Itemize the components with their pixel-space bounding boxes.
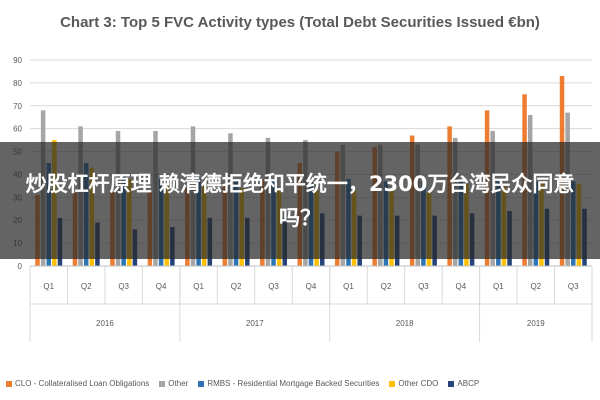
legend-label: Other CDO	[398, 379, 439, 388]
x-tick-label: Q3	[118, 282, 129, 291]
legend-swatch	[448, 380, 455, 387]
chart-title: Chart 3: Top 5 FVC Activity types (Total…	[60, 14, 540, 31]
x-tick-label: Q1	[343, 282, 354, 291]
legend-item: Other CDO	[389, 379, 438, 388]
year-label: 2019	[527, 319, 545, 328]
legend-label: Other	[168, 379, 189, 388]
legend-item: RMBS - Residential Mortgage Backed Secur…	[198, 379, 379, 388]
x-tick-label: Q1	[493, 282, 504, 291]
y-tick-label: 60	[13, 125, 22, 134]
x-tick-label: Q2	[231, 282, 242, 291]
legend-label: CLO - Collateralised Loan Obligations	[15, 379, 150, 388]
year-label: 2016	[96, 319, 114, 328]
legend-item: CLO - Collateralised Loan Obligations	[6, 379, 149, 388]
x-tick-label: Q2	[381, 282, 392, 291]
legend-swatch	[198, 380, 205, 387]
x-tick-label: Q3	[418, 282, 429, 291]
chart-legend: CLO - Collateralised Loan Obligations Oth…	[6, 379, 598, 388]
legend-label: RMBS - Residential Mortgage Backed Secur…	[207, 379, 380, 388]
y-tick-label: 0	[18, 262, 23, 271]
x-tick-label: Q4	[456, 282, 467, 291]
x-tick-label: Q4	[156, 282, 167, 291]
headline-overlay-text[interactable]: 炒股杠杆原理 赖清德拒绝和平统一，2300万台湾民众同意吗？	[25, 171, 575, 230]
x-tick-label: Q2	[530, 282, 541, 291]
x-tick-label: Q3	[268, 282, 279, 291]
legend-label: ABCP	[457, 379, 480, 388]
headline-overlay-banner[interactable]: 炒股杠杆原理 赖清德拒绝和平统一，2300万台湾民众同意吗？	[0, 142, 600, 259]
legend-swatch	[389, 380, 396, 387]
year-label: 2017	[246, 319, 264, 328]
x-tick-label: Q1	[193, 282, 204, 291]
x-tick-label: Q3	[568, 282, 579, 291]
legend-item: Other	[159, 379, 188, 388]
y-tick-label: 70	[13, 102, 22, 111]
x-tick-label: Q4	[306, 282, 317, 291]
y-tick-label: 90	[13, 56, 22, 65]
legend-swatch	[6, 380, 12, 387]
legend-swatch	[159, 380, 166, 387]
year-label: 2018	[396, 319, 414, 328]
x-tick-label: Q1	[43, 282, 54, 291]
legend-item: ABCP	[448, 379, 479, 388]
x-tick-label: Q2	[81, 282, 92, 291]
y-tick-label: 80	[13, 79, 22, 88]
